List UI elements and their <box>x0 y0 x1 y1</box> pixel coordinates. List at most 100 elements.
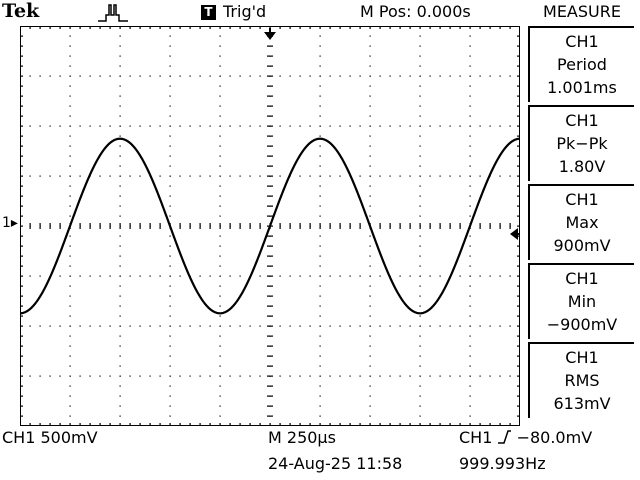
graticule-mark <box>219 245 221 247</box>
graticule-mark <box>189 175 191 177</box>
measure-menu-title[interactable]: MEASURE <box>543 2 621 21</box>
graticule-mark <box>389 375 391 377</box>
graticule-mark <box>289 423 291 426</box>
graticule-mark <box>469 295 471 297</box>
graticule-mark <box>419 125 421 127</box>
trigger-level-marker-icon[interactable] <box>510 228 518 240</box>
trigger-level: −80.0mV <box>516 428 593 447</box>
graticule-mark <box>20 185 23 187</box>
graticule-mark <box>419 65 421 67</box>
graticule-mark <box>259 175 261 177</box>
graticule-mark <box>399 26 401 29</box>
graticule-mark <box>259 375 261 377</box>
graticule-mark <box>517 305 520 307</box>
trigger-position-marker-icon[interactable] <box>264 32 276 40</box>
graticule-mark <box>89 375 91 377</box>
measurement-label: Pk−Pk <box>556 134 608 153</box>
graticule-mark <box>517 375 520 377</box>
graticule-mark <box>267 375 273 377</box>
graticule-mark <box>259 75 261 77</box>
graticule-mark <box>20 105 23 107</box>
graticule-mark <box>69 165 71 167</box>
graticule-mark <box>199 125 201 127</box>
graticule-mark <box>219 215 221 217</box>
graticule-mark <box>29 423 31 426</box>
graticule-mark <box>219 115 221 117</box>
graticule-mark <box>319 385 321 387</box>
graticule-mark <box>517 45 520 47</box>
graticule-mark <box>517 65 520 67</box>
graticule-mark <box>267 305 273 307</box>
measurement-channel: CH1 <box>565 111 599 130</box>
graticule-mark <box>419 245 421 247</box>
measurement-period[interactable]: CH1 Period 1.001ms <box>528 26 634 102</box>
graticule-mark <box>319 185 321 187</box>
graticule-mark <box>219 75 221 77</box>
graticule-mark <box>469 275 471 277</box>
graticule-mark <box>169 26 171 29</box>
graticule-mark <box>429 75 431 77</box>
graticule-mark <box>139 325 141 327</box>
graticule-mark <box>299 325 301 327</box>
graticule-mark <box>69 85 71 87</box>
graticule-mark <box>267 145 273 147</box>
graticule-mark <box>517 175 520 177</box>
graticule-mark <box>319 265 321 267</box>
graticule-mark <box>469 305 471 307</box>
graticule-mark <box>517 295 520 297</box>
graticule-mark <box>39 275 41 277</box>
graticule-mark <box>369 45 371 47</box>
graticule-mark <box>419 115 421 117</box>
graticule-mark <box>219 275 221 277</box>
graticule-mark <box>20 315 23 317</box>
graticule-mark <box>119 305 121 307</box>
graticule-mark <box>159 423 161 426</box>
ch1-ground-marker[interactable]: 1▸ <box>2 215 18 231</box>
graticule-mark <box>389 223 391 229</box>
measurement-pk-pk[interactable]: CH1 Pk−Pk 1.80V <box>528 105 634 181</box>
graticule-mark <box>469 55 471 57</box>
graticule-mark <box>29 75 31 77</box>
main-position-readout: M Pos: 0.000s <box>360 2 471 21</box>
graticule-mark <box>119 125 121 127</box>
measurement-rms[interactable]: CH1 RMS 613mV <box>528 342 634 418</box>
measurement-min[interactable]: CH1 Min −900mV <box>528 263 634 339</box>
graticule-mark <box>429 375 431 377</box>
waveform-display[interactable] <box>20 26 520 426</box>
measurement-value: 1.80V <box>558 157 606 176</box>
graticule-mark <box>99 26 101 29</box>
graticule-mark <box>69 375 71 377</box>
graticule-mark <box>39 175 41 177</box>
graticule-mark <box>129 175 131 177</box>
graticule-mark <box>439 26 441 29</box>
graticule-mark <box>419 375 421 377</box>
graticule-mark <box>409 375 411 377</box>
graticule-mark <box>309 223 311 229</box>
graticule-mark <box>359 26 361 29</box>
graticule-mark <box>267 45 273 47</box>
graticule-mark <box>369 35 371 37</box>
graticule-mark <box>509 125 511 127</box>
graticule-mark <box>69 105 71 107</box>
graticule-mark <box>267 415 273 417</box>
timebase-readout: M 250µs <box>268 428 336 447</box>
graticule-mark <box>379 26 381 29</box>
graticule-mark <box>49 223 51 229</box>
graticule-mark <box>69 275 71 277</box>
graticule-mark <box>20 235 23 237</box>
graticule-mark <box>149 26 151 29</box>
graticule-mark <box>349 275 351 277</box>
graticule-mark <box>119 195 121 197</box>
graticule-mark <box>499 375 501 377</box>
measurement-max[interactable]: CH1 Max 900mV <box>528 184 634 260</box>
graticule-mark <box>119 45 121 47</box>
graticule-mark <box>369 355 371 357</box>
graticule-mark <box>79 423 81 426</box>
graticule-mark <box>267 215 273 217</box>
graticule-mark <box>79 375 81 377</box>
graticule-mark <box>79 275 81 277</box>
measurement-channel: CH1 <box>565 190 599 209</box>
graticule-mark <box>469 175 471 177</box>
graticule-mark <box>69 255 71 257</box>
graticule-mark <box>249 223 251 229</box>
